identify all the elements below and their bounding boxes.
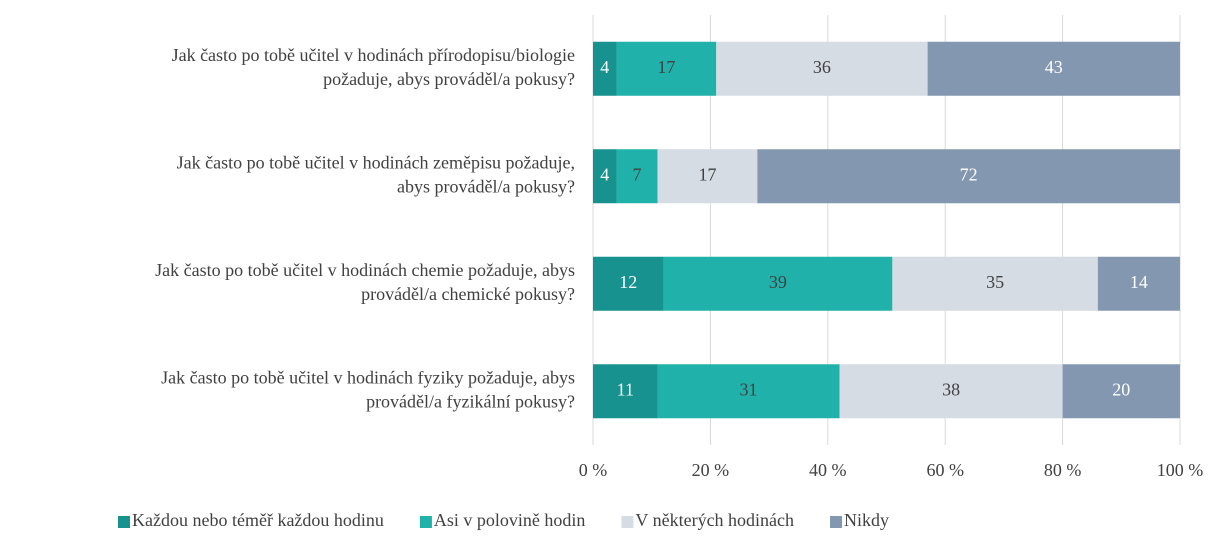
bar-segment [757, 149, 1180, 204]
category-label: prováděl/a fyzikální pokusy? [366, 391, 575, 411]
bar-segment [616, 149, 658, 204]
legend-swatch [419, 516, 432, 528]
x-tick-label: 0 % [579, 460, 608, 480]
data-label: 14 [1130, 272, 1148, 292]
data-label: 36 [813, 57, 831, 77]
data-label: 31 [740, 379, 758, 399]
data-label: 20 [1112, 379, 1130, 399]
x-tick-label: 100 % [1157, 460, 1204, 480]
bar-segment [593, 364, 658, 419]
x-tick-label: 60 % [926, 460, 964, 480]
x-tick-label: 80 % [1044, 460, 1082, 480]
data-label: 39 [769, 272, 787, 292]
category-label: požaduje, abys prováděl/a pokusy? [323, 69, 575, 89]
bar-segment [839, 364, 1063, 419]
legend-label: Každou nebo téměř každou hodinu [132, 510, 384, 530]
bar-segment [1097, 256, 1180, 311]
category-label: Jak často po tobě učitel v hodinách přír… [172, 45, 575, 65]
data-label: 35 [986, 272, 1004, 292]
bar-segment [593, 256, 664, 311]
legend-label: V některých hodinách [635, 510, 794, 530]
category-label: Jak často po tobě učitel v hodinách země… [177, 152, 575, 172]
category-label: Jak často po tobě učitel v hodinách chem… [155, 260, 575, 280]
data-label: 17 [657, 57, 675, 77]
data-label: 43 [1045, 57, 1063, 77]
data-label: 11 [617, 379, 634, 399]
data-label: 12 [619, 272, 637, 292]
data-label: 4 [600, 57, 609, 77]
bar-segment [1062, 364, 1180, 419]
x-tick-label: 40 % [809, 460, 847, 480]
bar-segment [657, 149, 758, 204]
legend-swatch [830, 516, 843, 528]
data-label: 7 [633, 164, 642, 184]
legend-label: Asi v polovině hodin [434, 510, 586, 530]
bar-segment [616, 41, 717, 96]
category-label: Jak často po tobě učitel v hodinách fyzi… [161, 367, 575, 387]
bar-segment [663, 256, 893, 311]
data-label: 72 [960, 164, 978, 184]
data-label: 38 [942, 379, 960, 399]
bar-segment [716, 41, 928, 96]
bar-segment [927, 41, 1180, 96]
category-label: abys prováděl/a pokusy? [397, 176, 575, 196]
data-label: 17 [698, 164, 716, 184]
data-label: 4 [600, 164, 609, 184]
legend-swatch [118, 516, 130, 528]
legend-swatch [621, 516, 634, 528]
legend-label: Nikdy [844, 510, 889, 530]
bar-segment [593, 41, 617, 96]
bar-segment [657, 364, 840, 419]
bar-segment [593, 149, 617, 204]
x-tick-label: 20 % [692, 460, 730, 480]
bar-segment [892, 256, 1098, 311]
category-label: prováděl/a chemické pokusy? [361, 284, 575, 304]
